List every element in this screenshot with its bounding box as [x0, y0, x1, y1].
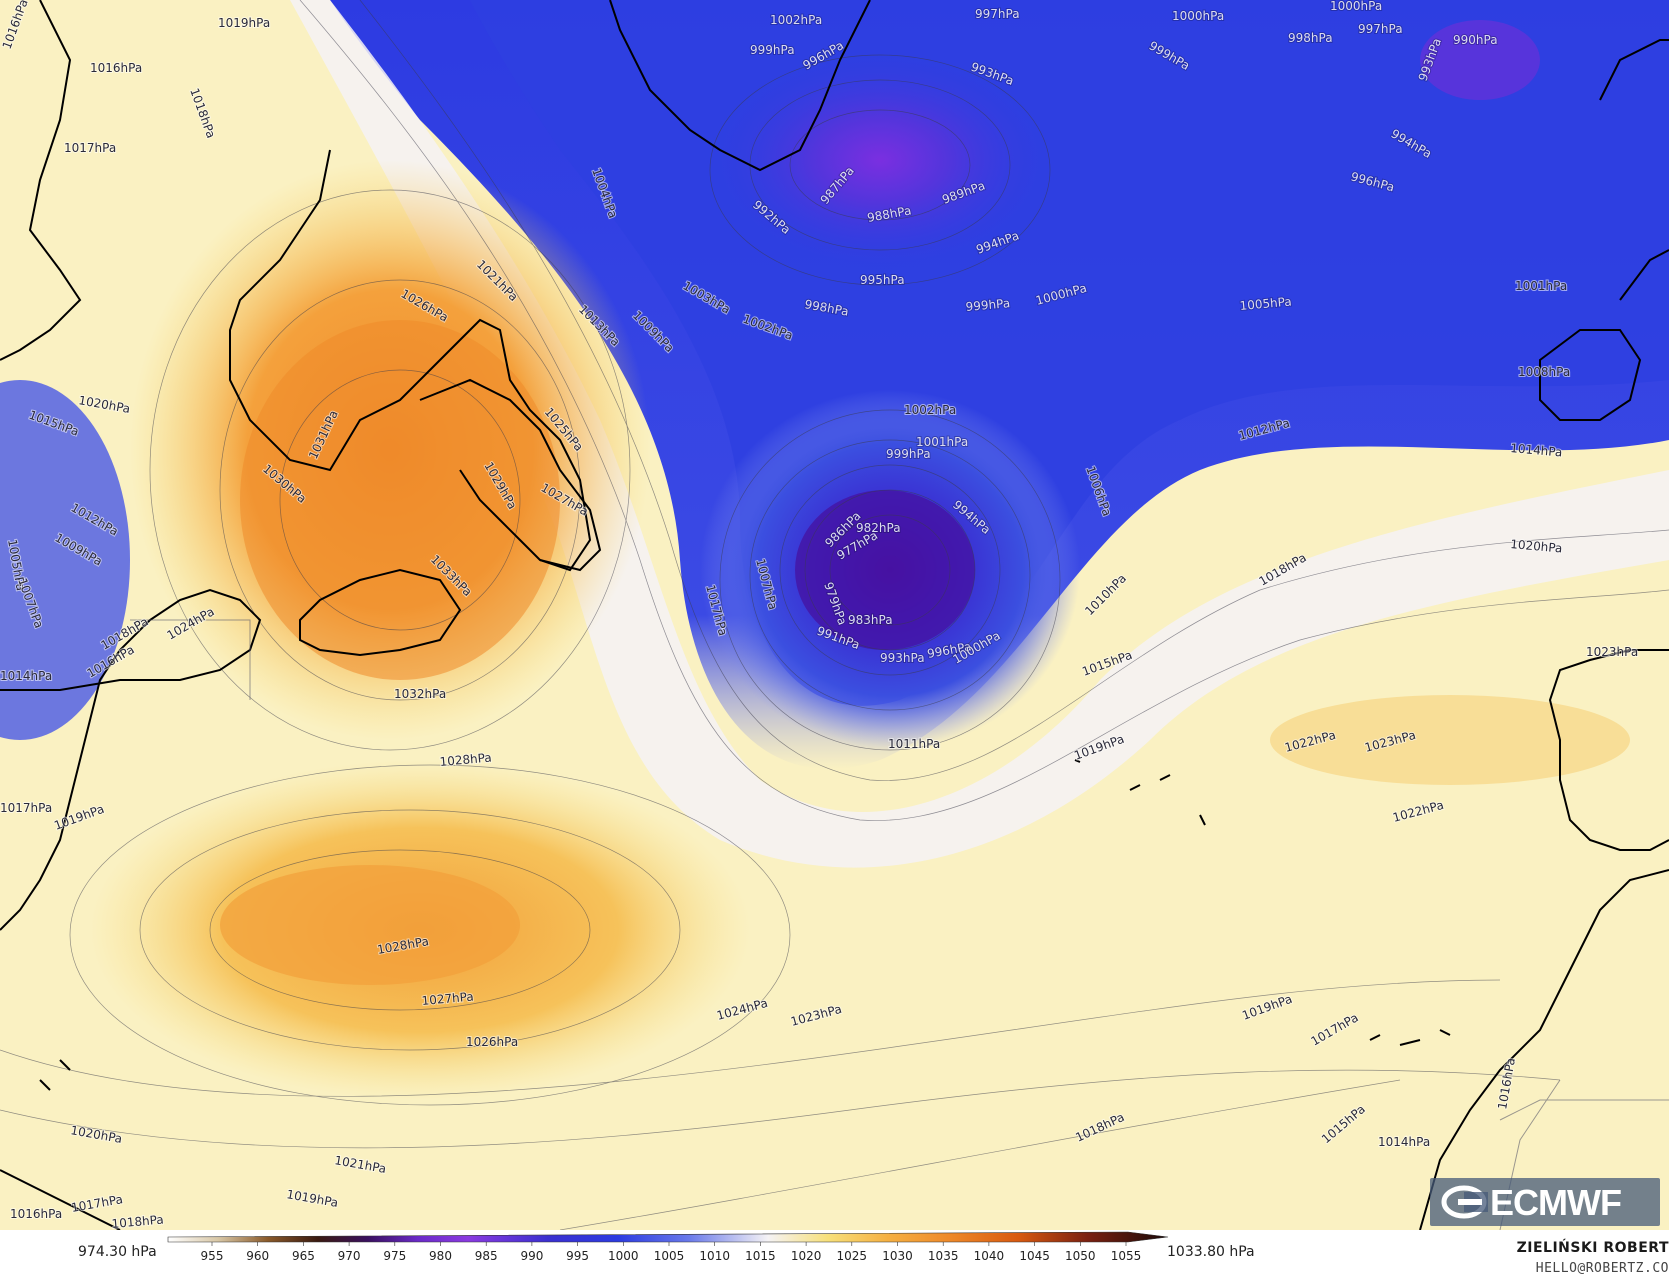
colorbar-tick-label: 1025 [837, 1249, 868, 1263]
colorbar-tick-label: 1030 [882, 1249, 913, 1263]
isobar-label: 999hPa [750, 43, 795, 57]
colorbar-tick-label: 975 [383, 1249, 406, 1263]
isobar-label: 1028hPa [439, 750, 492, 768]
colorbar-tick-label: 1045 [1019, 1249, 1050, 1263]
map-canvas: 1019hPa 1016hPa 1017hPa 1018hPa 1016hPa … [0, 0, 1669, 1230]
isobar-label: 990hPa [1453, 33, 1498, 47]
colorbar-ticks: 955 960 965 970 975 980 985 990 995 1000 1005 1010 1… [201, 1242, 1142, 1263]
greenland-low [710, 50, 1050, 270]
isobar-label: 1026hPa [466, 1035, 518, 1049]
isobar-label: 1002hPa [770, 13, 822, 27]
isobar-label: 983hPa [848, 613, 893, 627]
isobar-label: 1016hPa [90, 61, 142, 75]
colorbar-tick-label: 1010 [699, 1249, 730, 1263]
pressure-map: 1019hPa 1016hPa 1017hPa 1018hPa 1016hPa … [0, 0, 1669, 1230]
isobar-label: 1020hPa [1510, 537, 1563, 555]
isobar-label: 1014hPa [0, 669, 52, 683]
colorbar-tick-label: 1050 [1065, 1249, 1096, 1263]
isobar-label: 1000hPa [1172, 9, 1224, 23]
colorbar-tick-label: 1040 [974, 1249, 1005, 1263]
isobar-label: 1014hPa [1510, 441, 1563, 459]
colorbar: 955 960 965 970 975 980 985 990 995 1000 1005 1010 1… [167, 1231, 1169, 1263]
ecmwf-logo-icon [1441, 1185, 1488, 1219]
isobar-label: 1001hPa [916, 435, 968, 449]
isobar-label: 999hPa [965, 296, 1011, 314]
isobar-label: 1008hPa [1518, 365, 1570, 379]
isobar-label: 1016hPa [10, 1207, 62, 1221]
isobar-label: 997hPa [1358, 22, 1403, 36]
isobar-label: 1023hPa [1586, 645, 1638, 659]
ecmwf-logo: ECMWF [1430, 1178, 1660, 1226]
ecmwf-logo-text: ECMWF [1490, 1182, 1622, 1223]
isobars [0, 0, 1669, 1230]
western-low [0, 380, 130, 740]
neutral-band [290, 0, 1669, 868]
colorbar-tick-label: 960 [246, 1249, 269, 1263]
isobar-label: 1017hPa [0, 801, 52, 815]
legend-min-label: 974.30 hPa [78, 1244, 157, 1260]
colorbar-tick-label: 995 [566, 1249, 589, 1263]
colorbar-tick-label: 990 [520, 1249, 543, 1263]
isobar-label: 997hPa [975, 7, 1020, 21]
isobar-label: 993hPa [880, 651, 925, 665]
isobar-label: 1032hPa [394, 687, 446, 701]
isobar-label: 1000hPa [1330, 0, 1382, 13]
colorbar-tick-label: 1005 [654, 1249, 685, 1263]
colorbar-tick-label: 1020 [791, 1249, 822, 1263]
isobar-label: 1001hPa [1515, 279, 1567, 293]
colorbar-tick-label: 1055 [1111, 1249, 1142, 1263]
isobar-label: 1019hPa [218, 16, 270, 30]
colorbar-strip [167, 1231, 1169, 1243]
isobar-label: 1018hPa [111, 1212, 164, 1230]
coastlines [0, 0, 1669, 1230]
isobar-label: 999hPa [886, 447, 931, 461]
colorbar-tick-label: 980 [429, 1249, 452, 1263]
colorbar-tick-label: 1035 [928, 1249, 959, 1263]
colorbar-tick-label: 955 [201, 1249, 224, 1263]
colorbar-tick-label: 965 [292, 1249, 315, 1263]
isobar-label: 1014hPa [1378, 1135, 1430, 1149]
isobar-label: 1005hPa [1239, 294, 1292, 312]
author-email: HELLO@ROBERTZ.CO [1535, 1261, 1669, 1276]
isobar-label: 995hPa [860, 273, 905, 287]
author-name: ZIELIŃSKI ROBERT [1516, 1240, 1669, 1256]
legend-max-label: 1033.80 hPa [1167, 1244, 1255, 1260]
isobar-label: 1027hPa [421, 989, 474, 1007]
colorbar-tick-label: 1015 [745, 1249, 776, 1263]
colorbar-tick-label: 985 [475, 1249, 498, 1263]
isobar-label: 998hPa [1288, 31, 1333, 45]
colorbar-tick-label: 970 [338, 1249, 361, 1263]
isobar-label: 1011hPa [888, 737, 940, 751]
colorbar-legend: 974.30 hPa [0, 1230, 1669, 1287]
colorbar-tick-label: 1000 [608, 1249, 639, 1263]
isobar-label: 1017hPa [64, 141, 116, 155]
isobar-label: 982hPa [856, 521, 901, 535]
isobar-label: 1002hPa [904, 403, 956, 417]
azores-high [1270, 695, 1630, 785]
